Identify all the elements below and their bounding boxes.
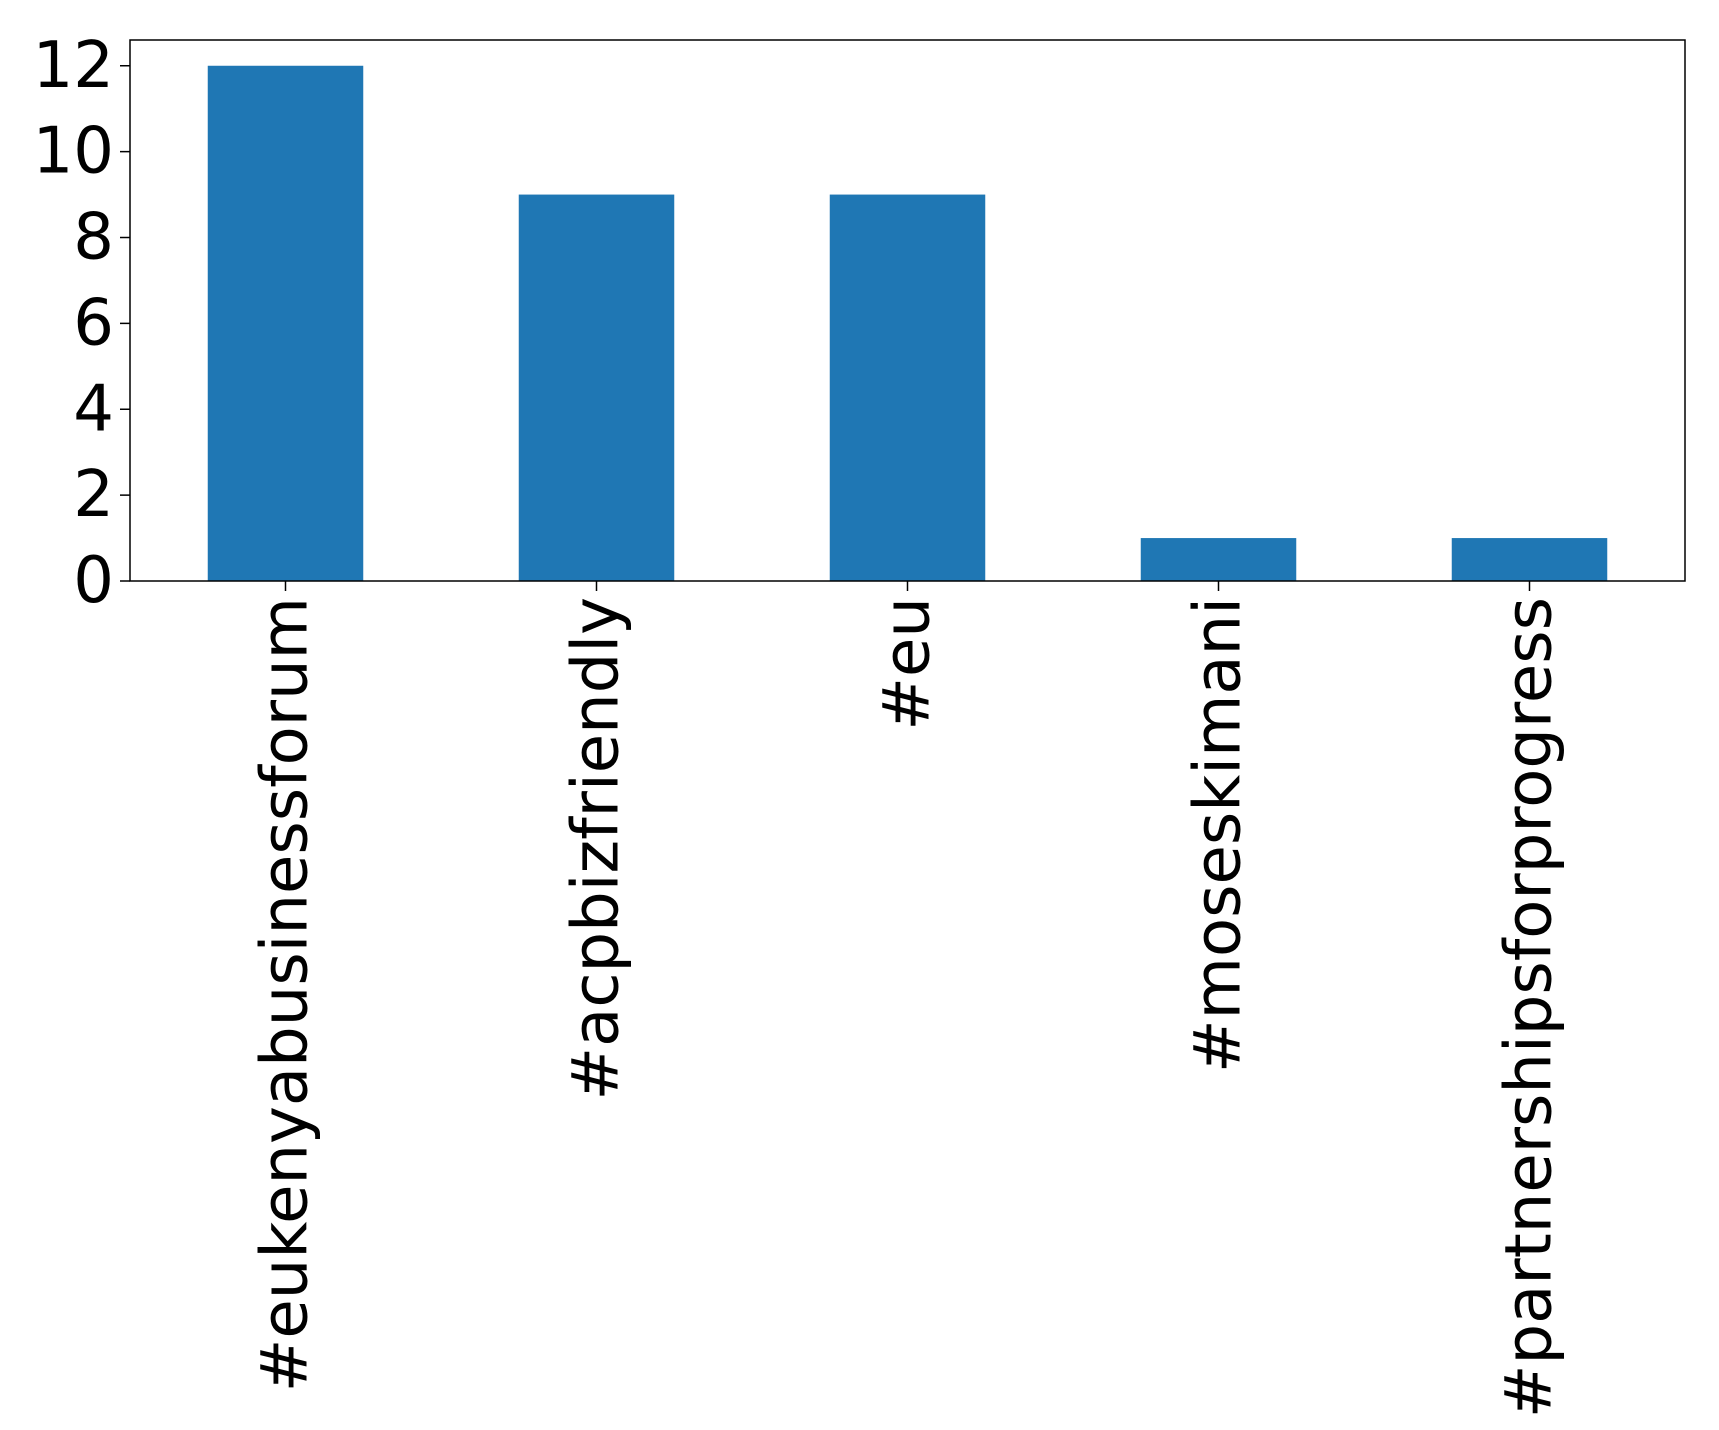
bar-eu <box>829 194 986 582</box>
x-tick-label: #partnershipsforprogress <box>1493 597 1567 1418</box>
y-tick-label: 12 <box>33 29 114 103</box>
bar-acpbizfriendly <box>518 194 675 582</box>
y-tick-label: 8 <box>73 201 114 275</box>
bar-moseskimani <box>1140 538 1297 581</box>
bar-eukenyabusinessforum <box>207 65 364 581</box>
plot-frame <box>129 39 1686 582</box>
bar-partnershipsforprogress <box>1451 538 1608 581</box>
x-tick-label: #eu <box>871 597 945 731</box>
y-tick-label: 10 <box>33 115 114 189</box>
bars-group <box>207 65 1608 582</box>
y-tick-label: 0 <box>73 544 114 618</box>
y-tick-label: 6 <box>73 286 114 360</box>
x-tick-label: #moseskimani <box>1182 597 1256 1073</box>
x-axis: #eukenyabusinessforum #acpbizfriendly #eu #… <box>249 581 1567 1418</box>
x-tick-label: #acpbizfriendly <box>560 597 634 1101</box>
y-axis: 0 2 4 6 8 10 12 <box>33 29 130 618</box>
y-tick-label: 4 <box>73 372 114 446</box>
x-tick-label: #eukenyabusinessforum <box>249 597 323 1392</box>
y-tick-label: 2 <box>73 458 114 532</box>
